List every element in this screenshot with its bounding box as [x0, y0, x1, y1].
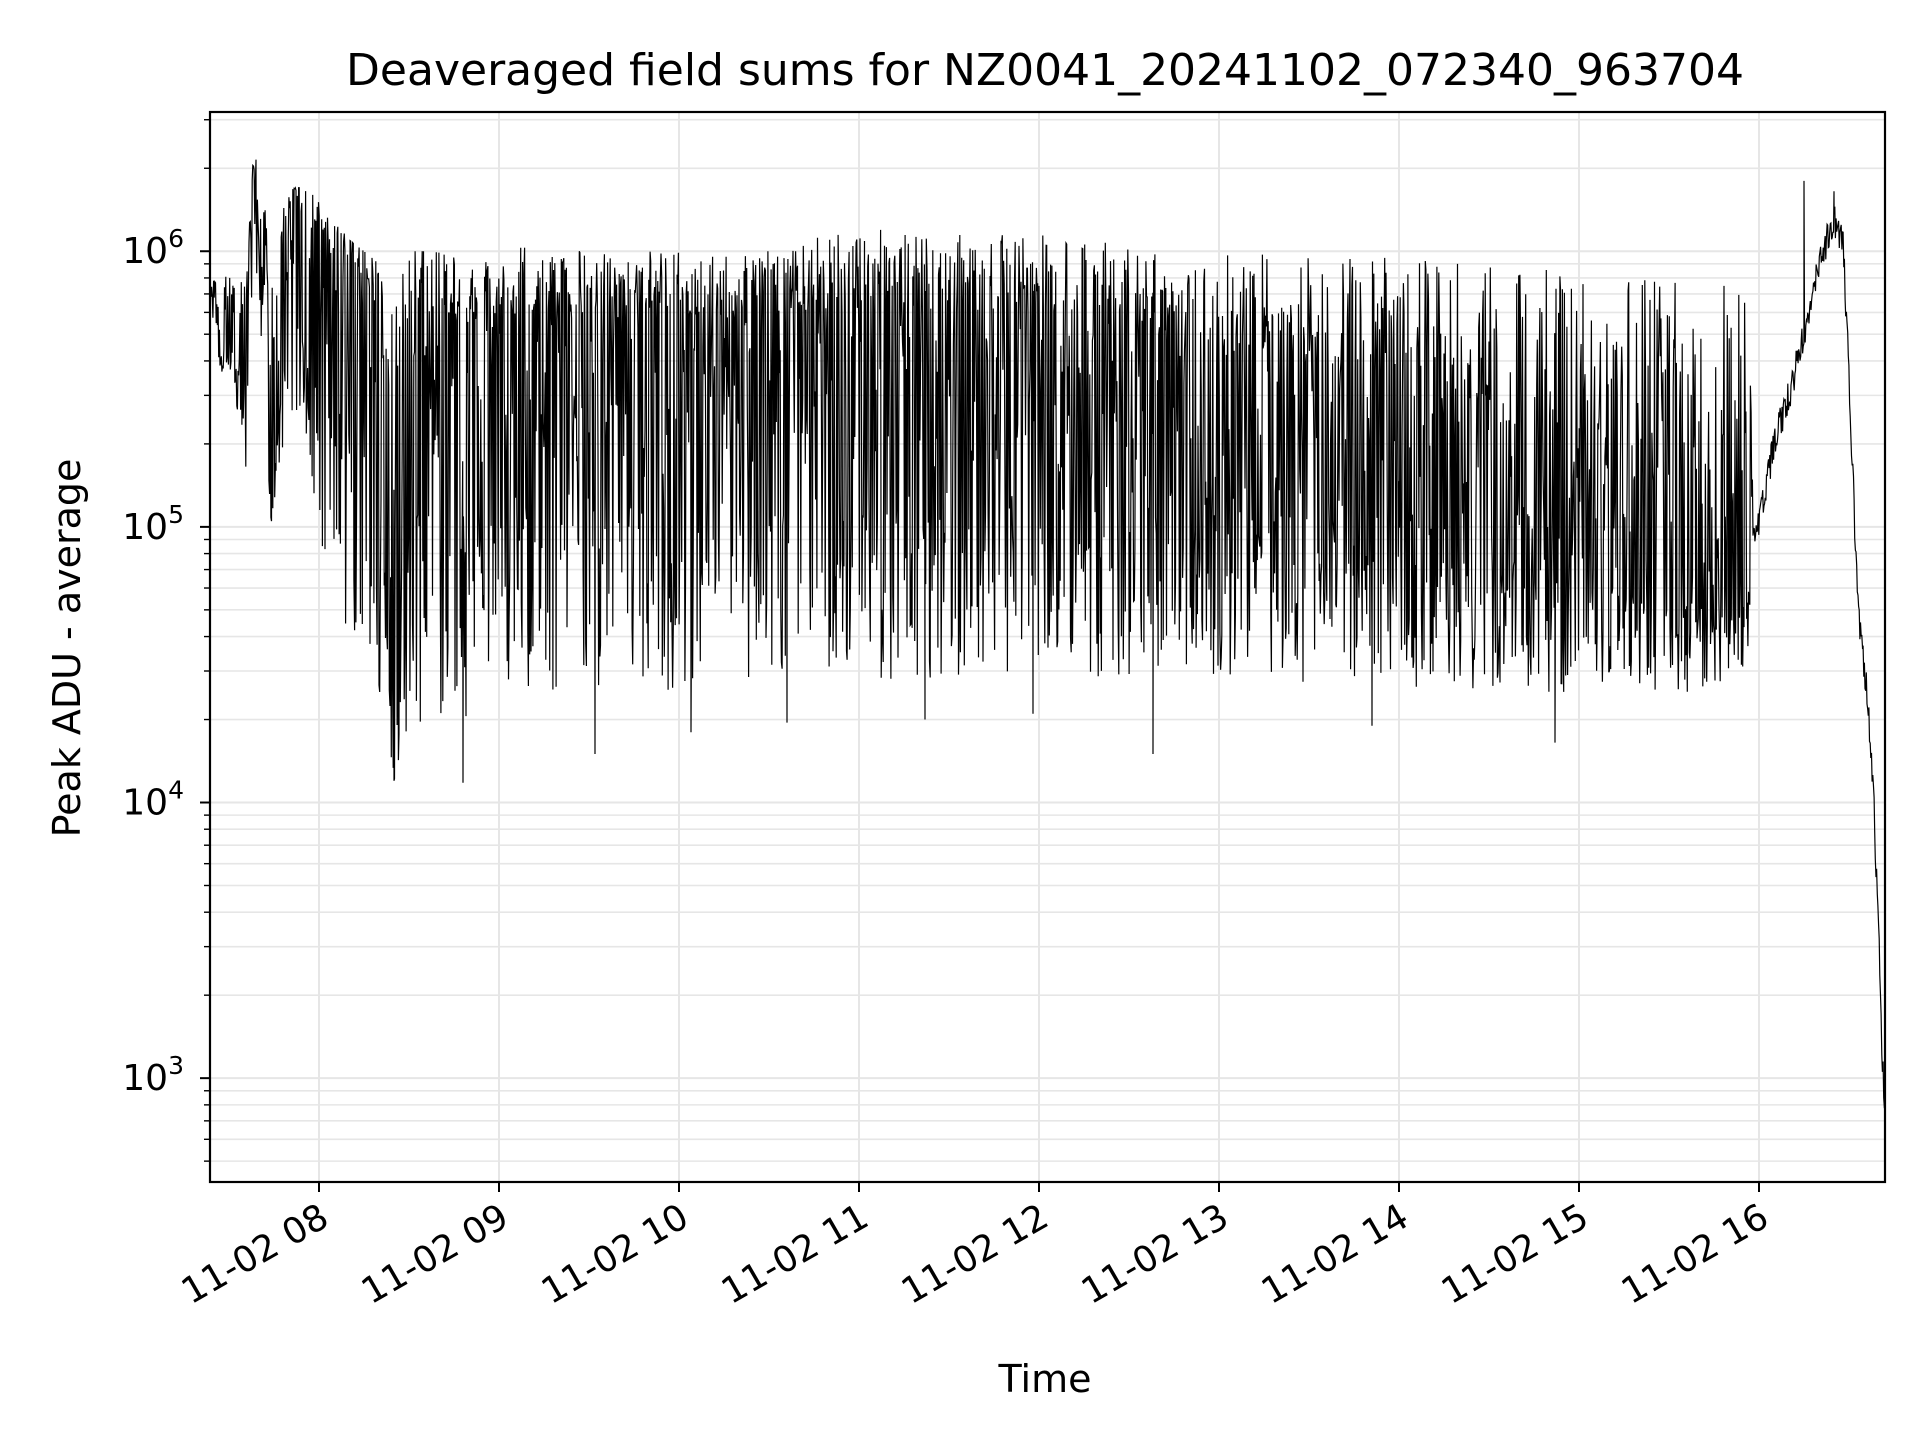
y-tick-label: 103: [122, 1051, 184, 1099]
y-axis-label: Peak ADU - average: [45, 459, 89, 838]
y-tick-label: 106: [122, 224, 184, 272]
chart-title: Deaveraged field sums for NZ0041_2024110…: [346, 45, 1744, 96]
y-tick-label: 104: [122, 776, 184, 824]
plot-frame: [208, 110, 1887, 1184]
y-tick-label: 105: [122, 500, 184, 548]
series-line: [210, 159, 1886, 1109]
x-axis-label: Time: [998, 1357, 1092, 1401]
plot-area: [210, 159, 1886, 1109]
y-axis: 103 104 105 106: [122, 119, 210, 1162]
